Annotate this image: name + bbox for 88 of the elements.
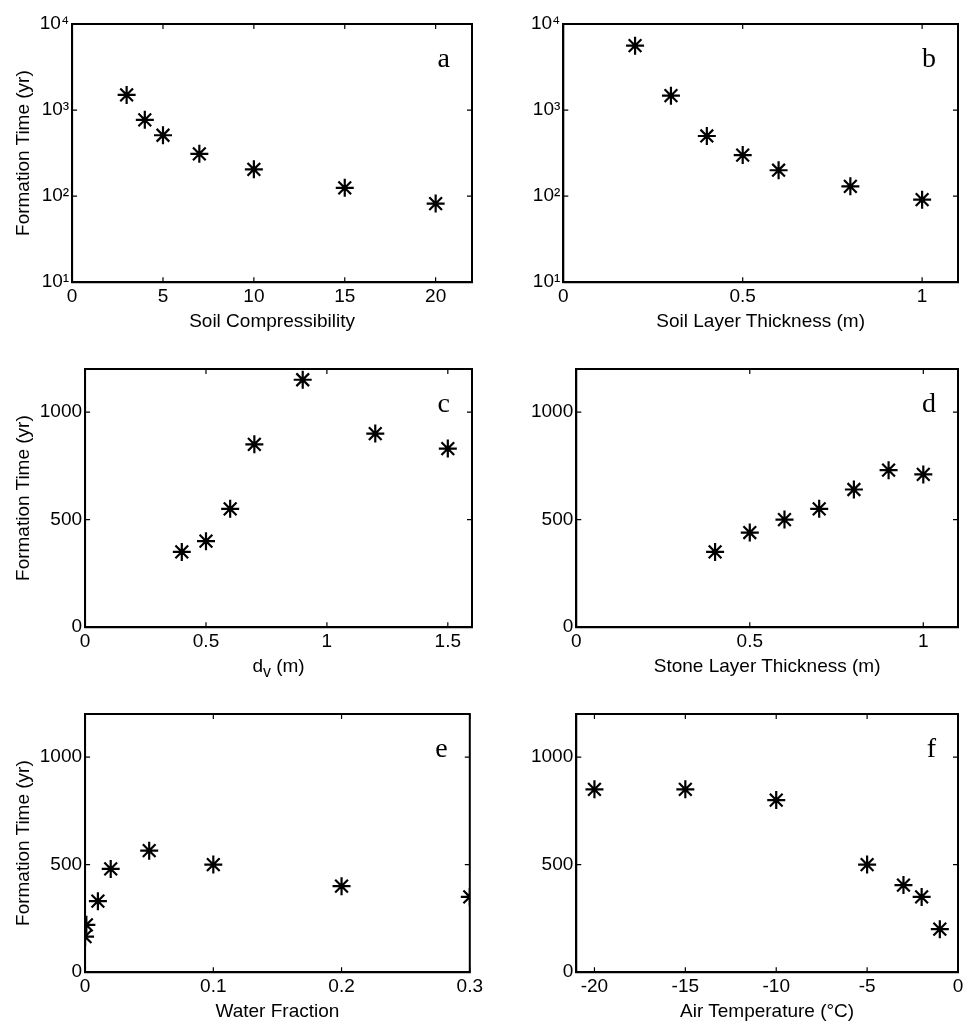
x-axis-title: Soil Compressibility xyxy=(189,309,355,333)
x-axis-title: Water Fraction xyxy=(215,999,340,1023)
x-axis-title: Air Temperature (°C) xyxy=(680,999,855,1023)
y-tick-label: 10⁴ xyxy=(530,12,561,34)
x-axis-title: d$_{v}$ (m) xyxy=(252,654,305,682)
x-tick-label: -5 xyxy=(858,974,876,996)
annotation: f xyxy=(926,732,937,764)
x-tick-label: 0.3 xyxy=(456,974,483,996)
point xyxy=(584,779,605,800)
point xyxy=(116,84,137,106)
y-tick-label: 1000 xyxy=(530,400,574,422)
point xyxy=(189,143,210,164)
point xyxy=(624,35,646,56)
x-tick-label: 1 xyxy=(916,284,928,306)
x-tick-label: 1 xyxy=(918,629,929,651)
point xyxy=(912,189,933,210)
point xyxy=(243,159,264,180)
x-tick-label: 0.1 xyxy=(200,974,227,996)
y-tick-label: 500 xyxy=(50,507,83,529)
point xyxy=(87,891,108,912)
y-tick-label: 1000 xyxy=(39,745,83,767)
x-tick-label: 0.5 xyxy=(736,629,763,651)
point xyxy=(134,109,155,130)
point xyxy=(774,509,795,530)
point xyxy=(244,434,265,455)
x-tick-label: 0.5 xyxy=(729,284,756,306)
point xyxy=(843,479,864,500)
point xyxy=(365,423,386,444)
x-tick-label: 0 xyxy=(952,974,964,996)
point xyxy=(911,886,932,907)
x-tick-label: 1 xyxy=(321,629,333,651)
y-tick-label: 10⁴ xyxy=(39,12,70,34)
y-tick-label: 10³ xyxy=(532,98,561,120)
y-tick-label: 10² xyxy=(41,184,70,206)
point xyxy=(292,369,313,390)
point xyxy=(437,438,458,459)
x-tick-label: 20 xyxy=(425,284,447,306)
point xyxy=(809,498,830,519)
point xyxy=(704,541,726,562)
point xyxy=(929,919,950,940)
x-tick-label: -15 xyxy=(671,974,700,996)
point xyxy=(195,531,217,552)
point xyxy=(857,854,878,875)
y-axis-title: Formation Time (yr) xyxy=(11,760,33,926)
point xyxy=(152,125,174,146)
point xyxy=(766,789,787,811)
point xyxy=(893,874,914,896)
point xyxy=(425,193,446,214)
y-tick-label: 1000 xyxy=(530,745,574,767)
y-axis-title: Formation Time (yr) xyxy=(11,70,33,236)
annotation: e xyxy=(435,732,448,764)
point xyxy=(878,460,899,481)
y-tick-label: 1000 xyxy=(39,400,83,422)
x-tick-label: -10 xyxy=(762,974,790,996)
x-tick-label: 1.5 xyxy=(434,629,462,651)
y-tick-label: 0 xyxy=(562,960,574,982)
annotation: c xyxy=(437,387,450,419)
x-axis-title: Soil Layer Thickness (m) xyxy=(656,309,865,333)
y-tick-label: 10³ xyxy=(41,98,70,120)
point xyxy=(675,779,696,800)
y-tick-label: 500 xyxy=(50,852,83,874)
x-tick-label: 5 xyxy=(157,284,169,306)
point xyxy=(171,541,192,562)
point xyxy=(732,144,753,166)
point xyxy=(660,85,682,106)
x-tick-label: 0.5 xyxy=(192,629,220,651)
point xyxy=(100,858,121,880)
annotation: d xyxy=(922,387,936,419)
x-tick-label: 0.2 xyxy=(328,974,355,996)
annotation: a xyxy=(437,42,451,74)
y-axis-title: Formation Time (yr) xyxy=(11,415,33,581)
x-axis-title: Stone Layer Thickness (m) xyxy=(653,654,881,678)
x-tick-label: 15 xyxy=(334,284,356,306)
point xyxy=(139,840,160,861)
annotation: b xyxy=(922,42,936,74)
y-tick-label: 10² xyxy=(532,184,561,206)
y-tick-label: 500 xyxy=(541,852,574,874)
y-tick-label: 500 xyxy=(541,507,574,529)
x-tick-label: 10 xyxy=(243,284,265,306)
x-tick-label: -20 xyxy=(580,974,609,996)
point xyxy=(334,177,355,198)
point xyxy=(840,176,861,197)
point xyxy=(913,464,934,485)
point xyxy=(203,854,224,875)
point xyxy=(220,498,241,519)
point xyxy=(768,160,789,181)
point xyxy=(696,125,717,147)
point xyxy=(739,522,760,543)
